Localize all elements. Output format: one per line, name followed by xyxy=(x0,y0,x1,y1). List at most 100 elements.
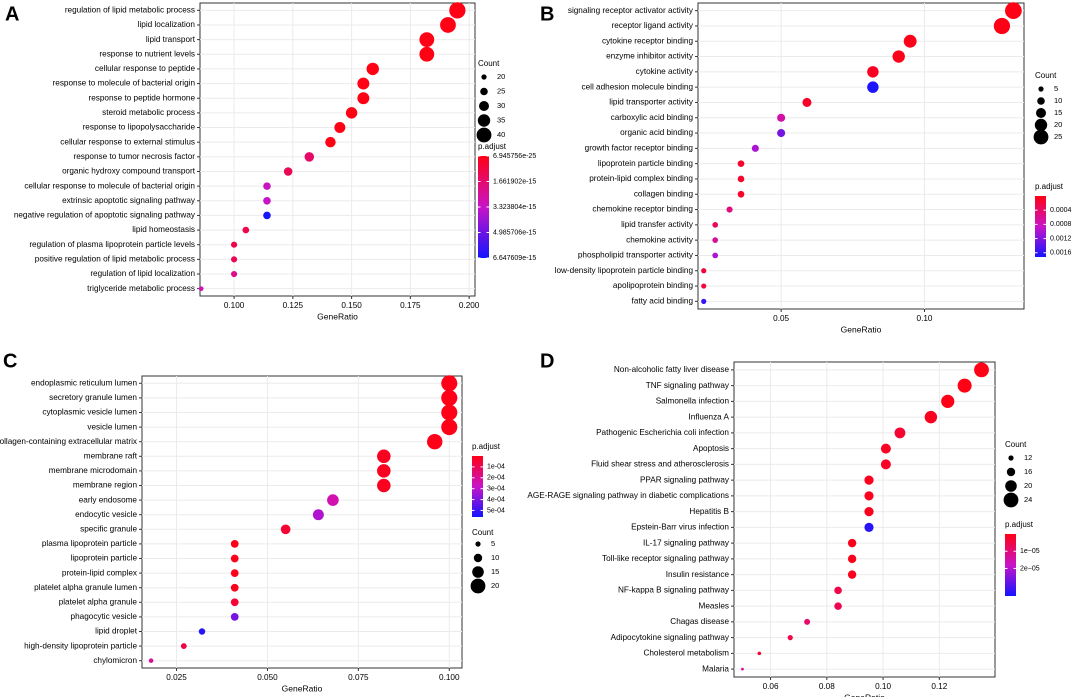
y-tick-label: platelet alpha granule lumen xyxy=(34,583,137,592)
plot-frame xyxy=(141,375,463,669)
data-point xyxy=(419,46,435,62)
y-tick-label: Pathogenic Escherichia coli infection xyxy=(596,428,729,437)
gridlines xyxy=(200,3,475,296)
data-point xyxy=(419,32,435,48)
data-point xyxy=(263,211,271,220)
size-legend-dot xyxy=(1038,86,1044,92)
y-tick-label: extrinsic apoptotic signaling pathway xyxy=(62,196,196,205)
size-legend-label: 40 xyxy=(497,130,505,139)
gridlines xyxy=(698,3,1024,309)
y-tick-label: lipid localization xyxy=(138,20,196,29)
color-legend-bar xyxy=(472,456,483,517)
data-point xyxy=(366,62,379,76)
y-tick-label: Influenza A xyxy=(688,412,729,421)
data-point xyxy=(427,433,443,450)
color-legend-label: 0.0004 xyxy=(1050,207,1072,214)
data-points xyxy=(741,362,989,671)
data-point xyxy=(357,92,370,105)
size-legend-label: 35 xyxy=(497,115,505,124)
color-legend-bar xyxy=(1035,196,1046,257)
y-tick-label: lipid transport xyxy=(146,35,196,44)
y-tick-label: negative regulation of apoptotic signali… xyxy=(14,211,196,220)
y-tick-label: specific granule xyxy=(80,524,137,533)
x-axis-title: GeneRatio xyxy=(844,692,885,697)
size-legend-dot xyxy=(481,74,487,80)
x-tick-label: 0.100 xyxy=(224,301,245,310)
y-tick-label: collagen binding xyxy=(634,189,694,198)
x-tick-label: 0.100 xyxy=(439,673,460,682)
size-legend-dot xyxy=(477,114,491,127)
y-tick-label: response to peptide hormone xyxy=(88,93,195,102)
y-tick-label: lipoprotein particle xyxy=(71,554,138,563)
y-tick-label: enzyme inhibitor activity xyxy=(606,52,694,61)
color-legend: p.adjust 1e-04 2e-04 3e-04 4e-04 5e-04 xyxy=(472,442,505,517)
data-point xyxy=(867,81,879,93)
y-tick-label: steroid metabolic process xyxy=(102,108,195,117)
data-point xyxy=(847,538,857,548)
gridlines xyxy=(734,362,995,677)
y-axis: endoplasmic reticulum lumen secretory gra… xyxy=(0,378,142,665)
size-legend-label: 12 xyxy=(1024,453,1032,462)
y-tick-label: Measles xyxy=(699,601,730,610)
data-point xyxy=(864,491,874,501)
size-legend-dot xyxy=(480,87,488,96)
y-tick-label: lipid droplet xyxy=(95,627,138,636)
y-tick-label: endocytic vesicle xyxy=(75,510,137,519)
color-legend-label: 1.661902e-15 xyxy=(493,178,536,185)
y-tick-label: Insulin resistance xyxy=(666,570,730,579)
data-point xyxy=(231,270,238,278)
x-tick-label: 0.10 xyxy=(917,314,933,323)
x-tick-label: 0.200 xyxy=(459,301,480,310)
data-point xyxy=(777,129,786,138)
size-legend-dot xyxy=(470,578,486,594)
color-legend-label: 1e−05 xyxy=(1020,548,1040,555)
data-point xyxy=(834,602,842,610)
data-point xyxy=(847,570,857,579)
data-points xyxy=(198,2,466,292)
data-point xyxy=(377,478,391,493)
y-tick-label: NF-kappa B signaling pathway xyxy=(618,586,730,595)
y-tick-label: cytokine receptor binding xyxy=(602,36,693,45)
y-tick-label: cellular response to peptide xyxy=(95,64,196,73)
size-legend: Count 5 10 15 20 xyxy=(470,528,499,594)
data-point xyxy=(726,206,733,213)
data-point xyxy=(230,540,239,548)
size-legend-dot xyxy=(1036,108,1046,118)
data-point xyxy=(974,362,989,378)
data-point xyxy=(263,196,271,205)
color-legend-label: 2e-04 xyxy=(487,475,505,482)
x-tick-label: 0.050 xyxy=(257,673,278,682)
size-legend-label: 10 xyxy=(491,553,499,562)
data-point xyxy=(230,598,239,607)
data-point xyxy=(345,107,358,119)
y-tick-label: Fluid shear stress and atherosclerosis xyxy=(591,460,729,469)
size-legend-title: Count xyxy=(478,59,500,68)
y-tick-label: lipid transporter activity xyxy=(609,98,694,107)
y-tick-label: cellular response to external stimulus xyxy=(60,137,195,146)
data-point xyxy=(787,635,793,641)
y-tick-label: response to lipopolysaccharide xyxy=(83,123,196,132)
data-point xyxy=(834,586,842,595)
panel-label: A xyxy=(5,3,19,25)
data-point xyxy=(441,389,458,406)
color-legend-label: 6.945756e-25 xyxy=(493,153,536,160)
y-tick-label: membrane raft xyxy=(84,451,138,460)
data-point xyxy=(864,475,874,485)
size-legend-label: 15 xyxy=(491,567,499,576)
size-legend-dot xyxy=(1003,492,1019,508)
size-legend-label: 20 xyxy=(1024,481,1032,490)
panel-label: B xyxy=(540,3,554,25)
x-tick-label: 0.075 xyxy=(348,673,369,682)
y-tick-label: response to molecule of bacterial origin xyxy=(53,79,196,88)
data-point xyxy=(180,643,187,650)
color-legend-title: p.adjust xyxy=(478,142,507,151)
y-tick-label: Epstein-Barr virus infection xyxy=(631,523,729,532)
color-legend-bar xyxy=(478,156,489,258)
y-tick-label: regulation of plasma lipoprotein particl… xyxy=(29,240,195,249)
data-point xyxy=(864,522,874,532)
data-point xyxy=(847,554,857,564)
data-point xyxy=(242,226,250,234)
data-point xyxy=(357,77,370,90)
y-tick-label: regulation of lipid metabolic process xyxy=(65,5,195,14)
plot-frame xyxy=(199,2,476,297)
